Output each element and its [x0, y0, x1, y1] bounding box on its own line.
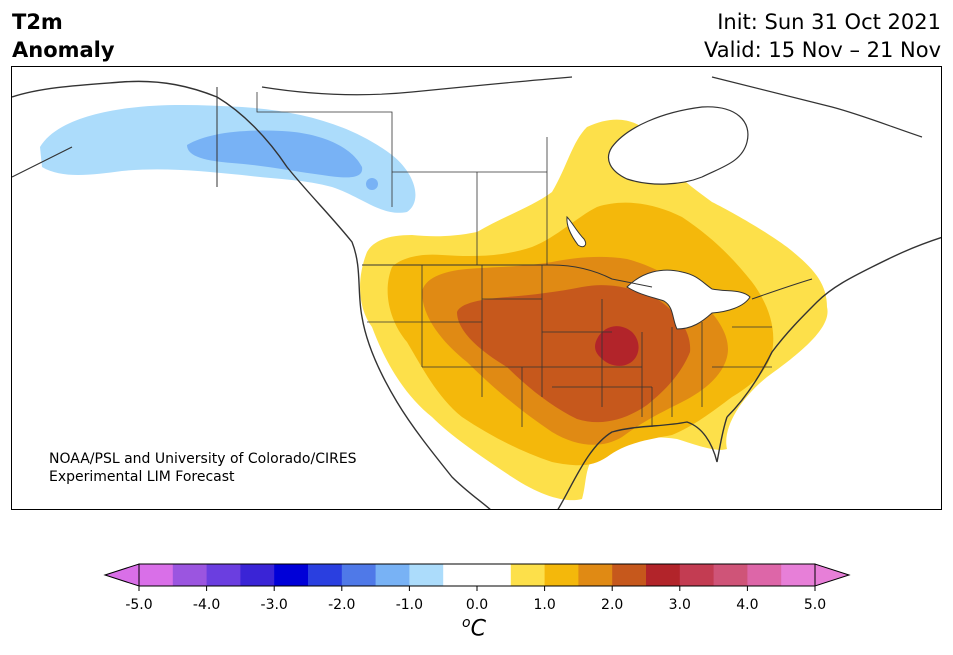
- title-anomaly: Anomaly: [12, 38, 115, 62]
- colorbar-cell: [240, 564, 275, 586]
- credit-line-2: Experimental LIM Forecast: [49, 469, 235, 485]
- colorbar-cell: [375, 564, 410, 586]
- colorbar-cell: [713, 564, 748, 586]
- colorbar-tick-label: -3.0: [260, 597, 288, 613]
- colorbar-tick-label: 5.0: [803, 597, 827, 613]
- gulf-coastline: [557, 416, 728, 509]
- colorbar-tick-label: -5.0: [125, 597, 153, 613]
- colorbar-cells: [139, 564, 816, 586]
- map-canvas: [12, 76, 941, 509]
- colorbar-cell: [409, 564, 444, 586]
- cold-anomaly-mid: [187, 130, 363, 178]
- colorbar-cell: [747, 564, 782, 586]
- colorbar-tick-label: 3.0: [668, 597, 691, 613]
- colorbar-cell: [139, 564, 174, 586]
- colorbar-cell: [510, 564, 546, 586]
- credit-text: NOAA/PSL and University of Colorado/CIRE…: [49, 450, 357, 486]
- colorbar-tick-label: -2.0: [328, 597, 356, 613]
- warm-anomaly-4: [457, 285, 691, 423]
- arctic-coastline: [12, 76, 923, 178]
- colorbar-cell: [308, 564, 343, 586]
- atlantic-coastline: [726, 236, 941, 418]
- pacific-coastline: [12, 80, 491, 509]
- cold-anomaly-spot: [366, 178, 378, 190]
- title-variable: T2m: [12, 10, 63, 34]
- colorbar-cell: [578, 564, 613, 586]
- colorbar-cell: [172, 564, 208, 586]
- canada-provinces: [256, 92, 548, 265]
- colorbar-cell: [646, 564, 681, 586]
- unit-degree: o: [462, 615, 471, 631]
- us-canada-border: [362, 264, 813, 300]
- colorbar-ticks: [138, 586, 816, 591]
- map-title: T2m Anomaly: [12, 8, 115, 64]
- colorbar-cell: [477, 564, 512, 586]
- colorbar-cell: [206, 564, 241, 586]
- valid-date: Valid: 15 Nov – 21 Nov: [704, 38, 941, 62]
- great-lakes: [626, 269, 751, 330]
- colorbar-cell: [274, 564, 309, 586]
- colorbar-under-triangle: [103, 563, 140, 587]
- credit-line-1: NOAA/PSL and University of Colorado/CIRE…: [49, 451, 357, 467]
- us-states: [367, 265, 772, 427]
- colorbar-tick-label: -1.0: [395, 597, 424, 613]
- colorbar-tick-label: 0.0: [465, 597, 489, 613]
- unit-symbol: C: [470, 616, 486, 642]
- colorbar-cell: [612, 564, 647, 586]
- colorbar-tick-label: -4.0: [192, 597, 221, 613]
- colorbar-tick-label: 1.0: [533, 597, 556, 613]
- init-date: Init: Sun 31 Oct 2021: [717, 10, 941, 34]
- warm-anomaly-5: [595, 326, 639, 366]
- colorbar-over-triangle: [814, 563, 851, 587]
- anomaly-map: [11, 66, 942, 510]
- colorbar-unit: oC: [462, 615, 486, 641]
- hudson-bay: [607, 106, 749, 185]
- colorbar-cell: [443, 564, 478, 586]
- colorbar-tick-label: 2.0: [601, 597, 624, 613]
- colorbar-tick-label: 4.0: [736, 597, 759, 613]
- colorbar-cell: [341, 564, 377, 586]
- colorbar-cell: [781, 564, 816, 586]
- colorbar-cell: [544, 564, 579, 586]
- forecast-dates: Init: Sun 31 Oct 2021 Valid: 15 Nov – 21…: [704, 8, 941, 64]
- lake-winnipeg: [566, 215, 587, 248]
- colorbar-cell: [679, 564, 715, 586]
